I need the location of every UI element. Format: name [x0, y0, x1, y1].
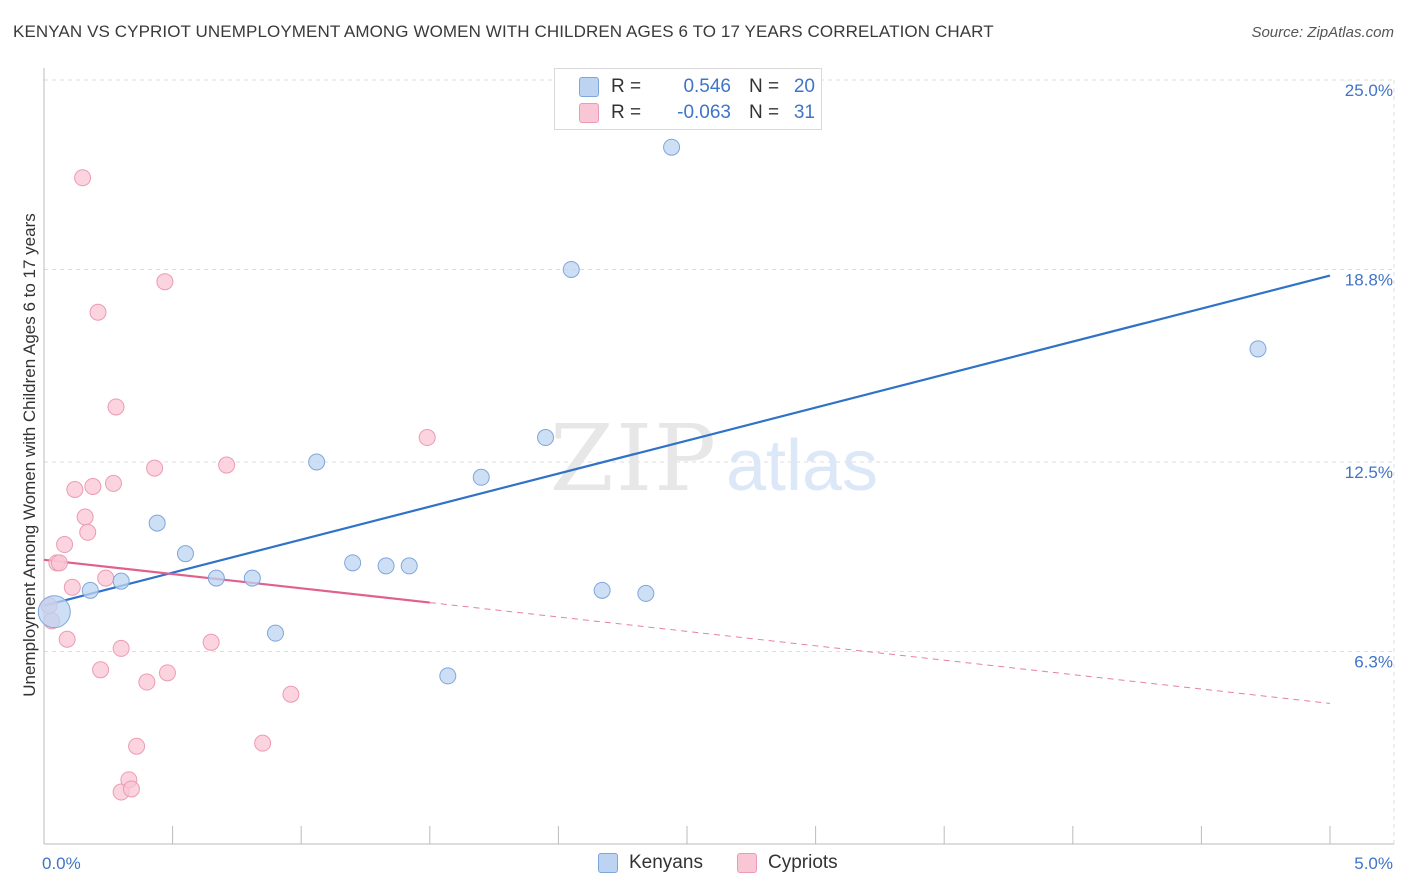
y-tick-label: 12.5% — [1345, 463, 1393, 482]
cypriots-point — [202, 633, 220, 651]
cypriots-point — [112, 639, 130, 657]
kenyans-point — [112, 572, 130, 590]
kenyans-point — [377, 557, 395, 575]
r-label: R = — [611, 102, 642, 123]
kenyans-point — [81, 581, 99, 599]
cypriots-point — [76, 508, 94, 526]
y-tick-label: 6.3% — [1354, 652, 1393, 671]
cypriots-point — [104, 474, 122, 492]
kenyans-point — [562, 260, 580, 278]
kenyans-point — [663, 138, 681, 156]
kenyans-point — [400, 557, 418, 575]
cypriots-point — [107, 398, 125, 416]
chart-title: KENYAN VS CYPRIOT UNEMPLOYMENT AMONG WOM… — [13, 22, 994, 41]
cypriots-point — [138, 673, 156, 691]
cypriots-trendline — [43, 558, 430, 604]
kenyans-point — [439, 667, 457, 685]
y-tick-label: 25.0% — [1345, 81, 1393, 100]
legend-item-kenyans[interactable]: Kenyans — [598, 852, 703, 874]
kenyans-swatch — [579, 77, 599, 97]
watermark: ZIP atlas — [550, 405, 878, 512]
cypriots-point — [97, 569, 115, 587]
cypriots-point — [74, 169, 92, 187]
kenyans-point-large — [37, 595, 71, 629]
kenyans-point — [243, 569, 261, 587]
kenyans-point — [593, 581, 611, 599]
cypriots-point — [218, 456, 236, 474]
cypriots-swatch — [737, 853, 757, 873]
axis-layer — [43, 68, 1394, 845]
cypriots-point — [156, 273, 174, 291]
kenyans-point — [344, 554, 362, 572]
legend-item-cypriots[interactable]: Cypriots — [737, 852, 838, 874]
n-value: 31 — [793, 102, 815, 123]
cypriots-point — [50, 554, 68, 572]
label-layer: 6.3% 12.5% 18.8% 25.0% 0.0% 5.0% Unemployment … — [20, 81, 1393, 873]
cypriots-point — [58, 630, 76, 648]
cypriots-point — [254, 734, 272, 752]
kenyans-trendline — [43, 274, 1331, 607]
kenyans-point — [207, 569, 225, 587]
x-tick-label: 0.0% — [42, 854, 81, 873]
cypriots-point — [158, 664, 176, 682]
source-label: Source: ZipAtlas.com — [1251, 24, 1394, 41]
cypriots-point — [92, 661, 110, 679]
cypriots-point — [282, 685, 300, 703]
cypriots-swatch — [579, 103, 599, 123]
n-label: N = — [749, 102, 780, 123]
r-value: -0.063 — [677, 102, 731, 123]
correlation-legend: R = 0.546 N = 20 R = -0.063 N = 31 — [554, 68, 822, 130]
legend-row-cypriots: R = -0.063 N = 31 — [579, 101, 815, 125]
cypriots-point — [146, 459, 164, 477]
cypriots-point — [122, 780, 140, 798]
y-axis-title: Unemployment Among Women with Children A… — [20, 213, 39, 697]
kenyans-point — [537, 429, 555, 447]
cypriots-point — [128, 737, 146, 755]
watermark-zip: ZIP — [550, 405, 718, 512]
cypriots-point — [66, 481, 84, 499]
legend-row-kenyans: R = 0.546 N = 20 — [579, 75, 815, 99]
n-label: N = — [749, 76, 780, 97]
cypriots-point — [63, 578, 81, 596]
r-label: R = — [611, 76, 642, 97]
cypriots-trendline-extension — [429, 602, 1331, 704]
kenyans-point — [308, 453, 326, 471]
cypriots-point — [79, 523, 97, 541]
grid-layer — [44, 79, 1395, 844]
kenyans-point — [472, 468, 490, 486]
legend-label-kenyans: Kenyans — [629, 852, 703, 873]
trend-layer — [43, 274, 1331, 704]
x-tick-label: 5.0% — [1354, 854, 1393, 873]
cypriots-point — [56, 536, 74, 554]
points-layer — [37, 138, 1267, 801]
n-value: 20 — [793, 76, 815, 97]
cypriots-point — [418, 429, 436, 447]
r-value: 0.546 — [683, 76, 731, 97]
kenyans-point — [637, 584, 655, 602]
kenyans-point — [176, 545, 194, 563]
y-tick-label: 18.8% — [1345, 270, 1393, 289]
cypriots-point — [89, 303, 107, 321]
kenyans-point — [266, 624, 284, 642]
kenyans-point — [1249, 340, 1267, 358]
legend-label-cypriots: Cypriots — [768, 852, 838, 873]
series-legend: Kenyans Cypriots — [0, 852, 1406, 878]
kenyans-swatch — [598, 853, 618, 873]
watermark-atlas: atlas — [726, 426, 878, 506]
cypriots-point — [84, 477, 102, 495]
kenyans-point — [148, 514, 166, 532]
